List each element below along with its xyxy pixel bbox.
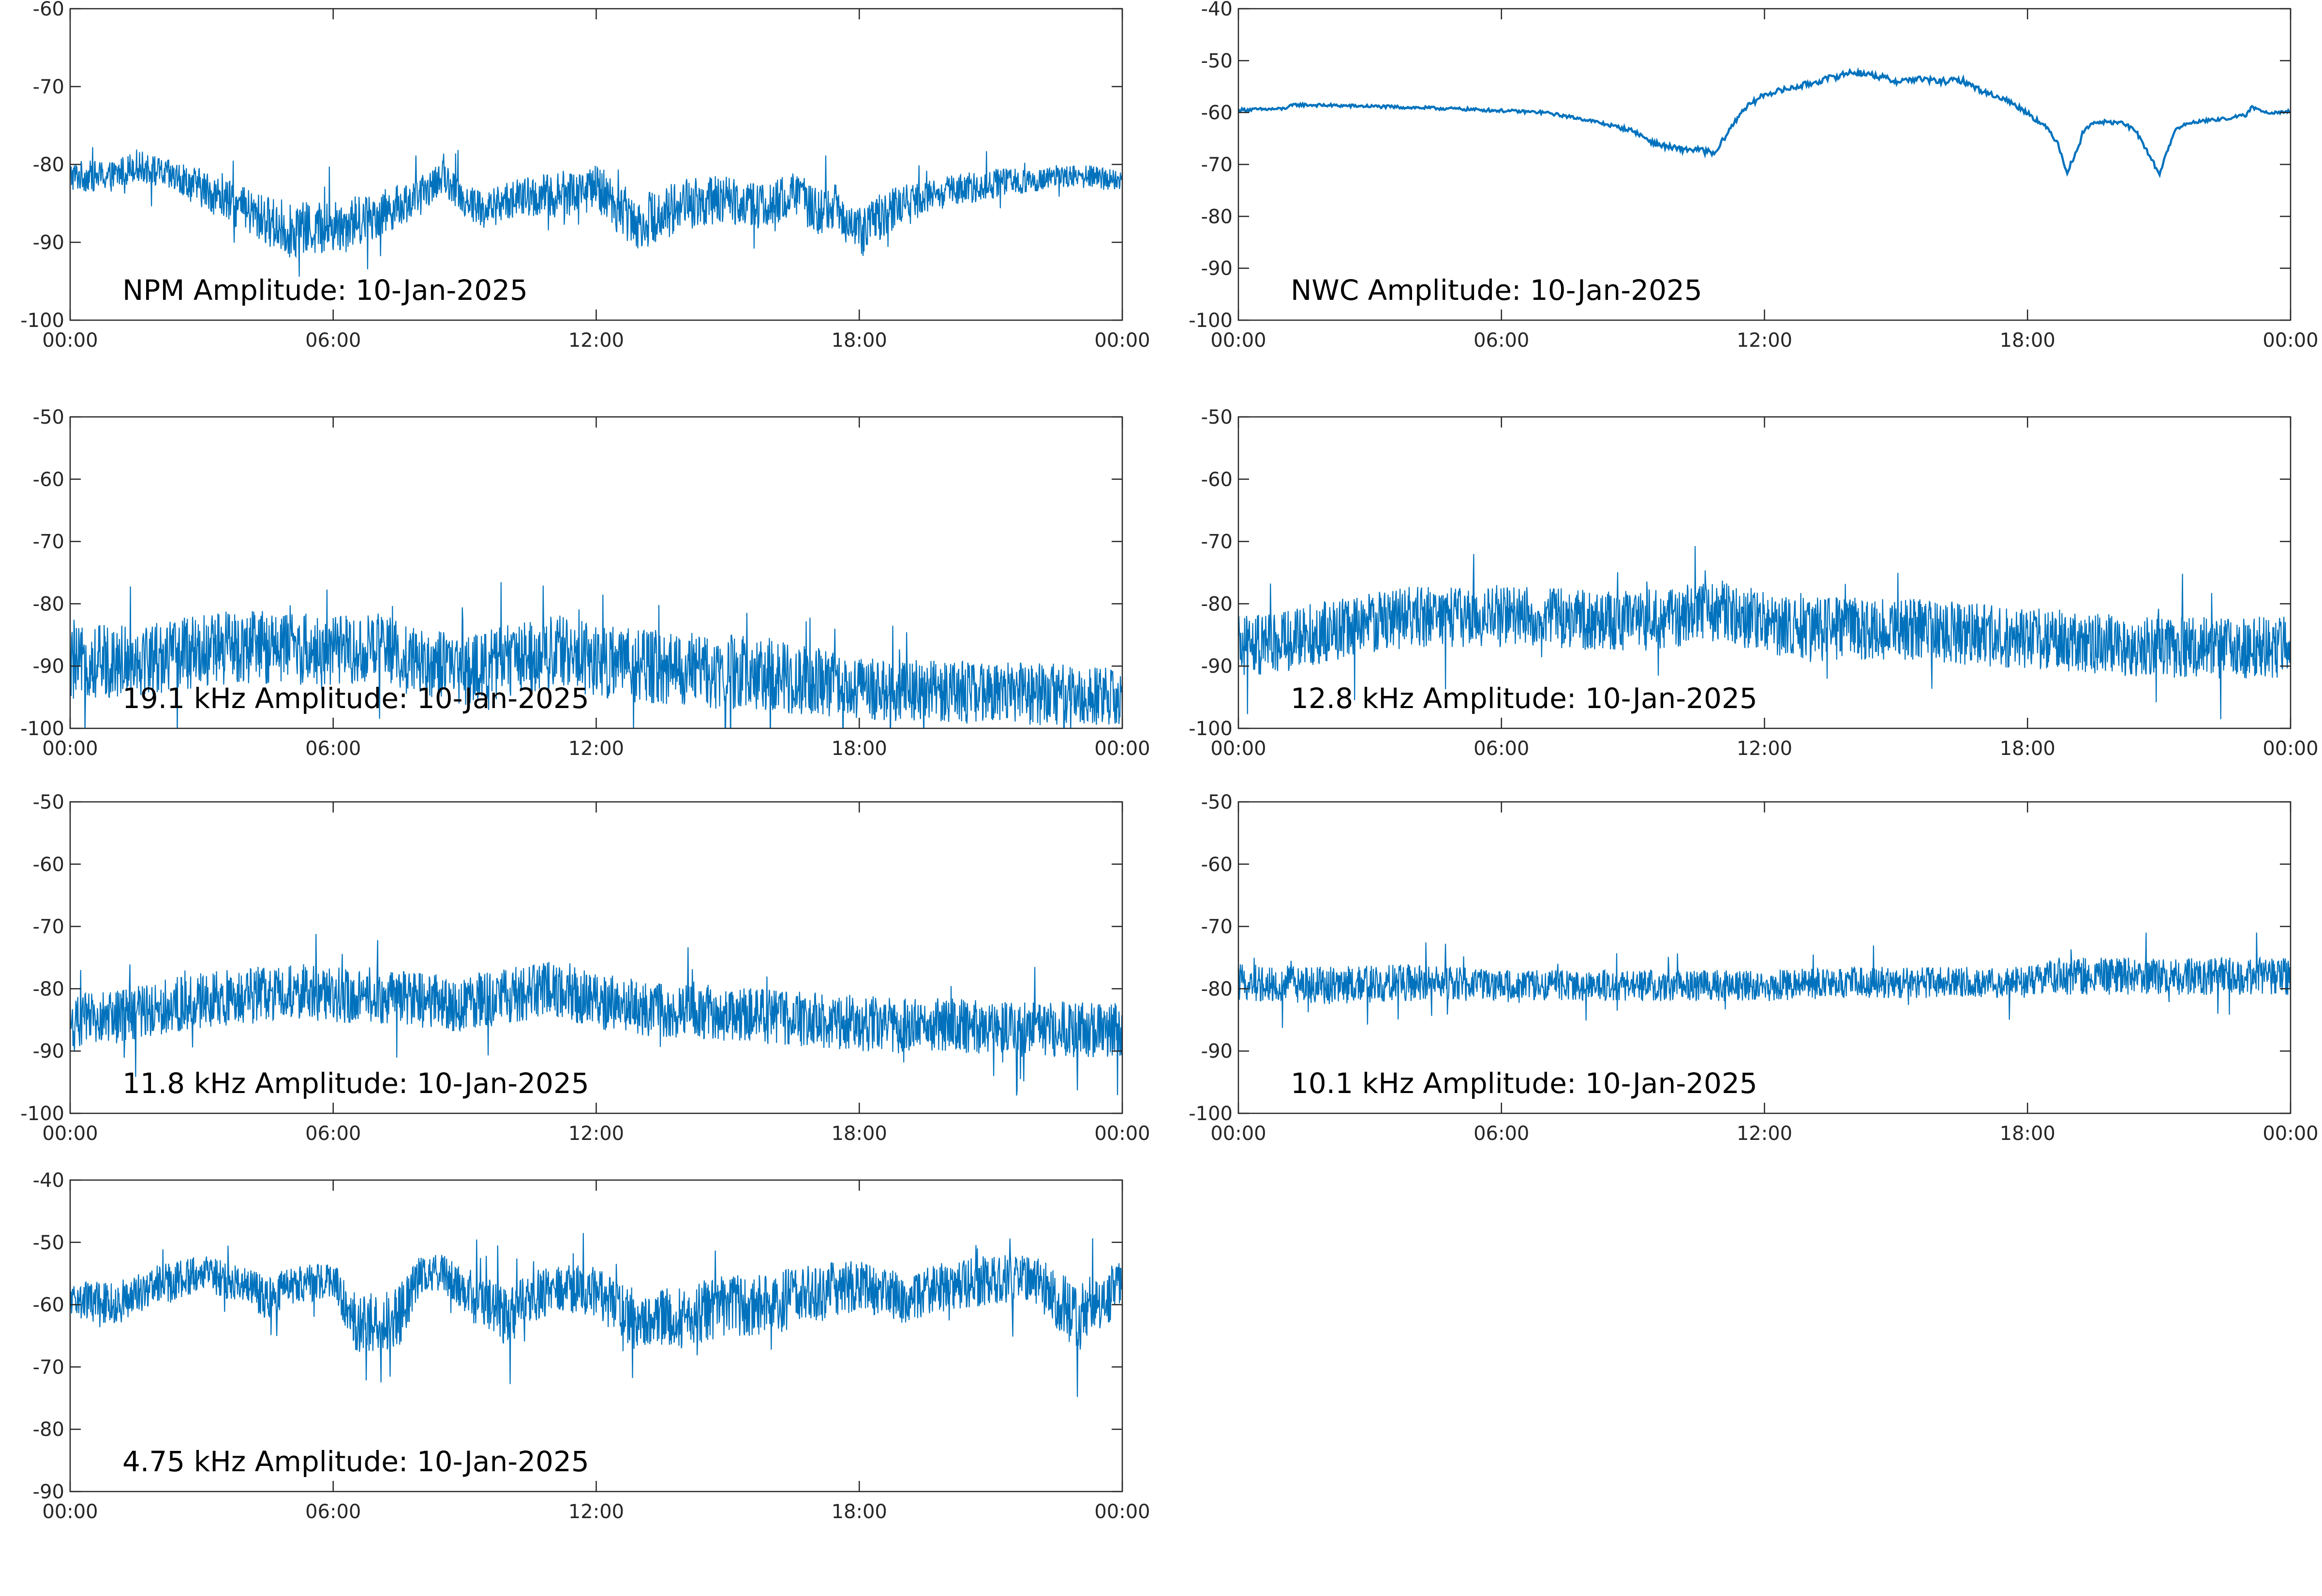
y-tick-label: -100 [20, 310, 64, 332]
x-tick-label: 18:00 [2000, 329, 2055, 352]
x-tick-label: 06:00 [1474, 738, 1529, 760]
y-tick-label: -80 [33, 1419, 64, 1441]
series-line [1238, 932, 2291, 1028]
y-tick-label: -50 [33, 791, 64, 813]
y-tick-label: -50 [1201, 50, 1233, 72]
chart-title: NPM Amplitude: 10-Jan-2025 [122, 274, 528, 307]
x-tick-label: 00:00 [1210, 329, 1266, 352]
x-tick-label: 18:00 [832, 1501, 887, 1523]
y-tick-label: -100 [1189, 1103, 1233, 1125]
x-tick-label: 00:00 [2262, 738, 2318, 760]
chart-title: 4.75 kHz Amplitude: 10-Jan-2025 [122, 1445, 589, 1478]
y-tick-label: -80 [1201, 593, 1233, 615]
x-tick-label: 18:00 [832, 738, 887, 760]
x-tick-label: 06:00 [1474, 1123, 1529, 1145]
series-line [70, 1233, 1122, 1397]
x-tick-label: 12:00 [568, 1123, 624, 1145]
y-tick-label: -60 [33, 469, 64, 491]
y-tick-label: -40 [33, 1169, 64, 1192]
x-tick-label: 00:00 [1094, 1501, 1150, 1523]
x-tick-label: 06:00 [305, 1123, 361, 1145]
y-tick-label: -100 [20, 1103, 64, 1125]
chart-title: 11.8 kHz Amplitude: 10-Jan-2025 [122, 1067, 589, 1100]
x-tick-label: 18:00 [832, 329, 887, 352]
x-tick-label: 12:00 [1737, 1123, 1792, 1145]
x-tick-label: 18:00 [2000, 738, 2055, 760]
y-tick-label: -80 [33, 593, 64, 615]
x-tick-label: 06:00 [305, 738, 361, 760]
chart-title: 10.1 kHz Amplitude: 10-Jan-2025 [1291, 1067, 1757, 1100]
chart-title: NWC Amplitude: 10-Jan-2025 [1291, 274, 1702, 307]
series-line [70, 934, 1122, 1096]
y-tick-label: -60 [1201, 854, 1233, 876]
y-tick-label: -60 [33, 1294, 64, 1316]
series-line [70, 147, 1122, 277]
y-tick-label: -70 [1201, 916, 1233, 938]
y-tick-label: -70 [33, 1356, 64, 1378]
y-tick-label: -100 [1189, 718, 1233, 740]
x-tick-label: 00:00 [1210, 1123, 1266, 1145]
x-tick-label: 18:00 [832, 1123, 887, 1145]
y-tick-label: -50 [1201, 791, 1233, 813]
x-tick-label: 12:00 [568, 1501, 624, 1523]
y-tick-label: -40 [1201, 0, 1233, 20]
x-tick-label: 00:00 [1094, 738, 1150, 760]
x-tick-label: 06:00 [305, 329, 361, 352]
y-tick-label: -50 [33, 406, 64, 429]
x-tick-label: 00:00 [2262, 1123, 2318, 1145]
x-tick-label: 00:00 [2262, 329, 2318, 352]
y-tick-label: -80 [1201, 978, 1233, 1000]
y-tick-label: -90 [33, 1040, 64, 1063]
series-line [1238, 67, 2291, 178]
x-tick-label: 06:00 [1474, 329, 1529, 352]
x-tick-label: 00:00 [42, 329, 98, 352]
y-tick-label: -90 [33, 655, 64, 678]
y-tick-label: -50 [33, 1232, 64, 1254]
x-tick-label: 00:00 [42, 1501, 98, 1523]
series-line [70, 582, 1122, 728]
x-tick-label: 12:00 [1737, 329, 1792, 352]
y-tick-label: -50 [1201, 406, 1233, 429]
x-tick-label: 00:00 [1094, 329, 1150, 352]
y-tick-label: -90 [1201, 1040, 1233, 1063]
x-tick-label: 12:00 [568, 738, 624, 760]
y-tick-label: -70 [33, 76, 64, 98]
y-tick-label: -70 [33, 531, 64, 553]
y-tick-label: -90 [33, 1481, 64, 1503]
chart-title: 12.8 kHz Amplitude: 10-Jan-2025 [1291, 682, 1757, 715]
y-tick-label: -60 [1201, 469, 1233, 491]
y-tick-label: -70 [1201, 531, 1233, 553]
y-tick-label: -80 [1201, 206, 1233, 228]
chart-title: 19.1 kHz Amplitude: 10-Jan-2025 [122, 682, 589, 715]
y-tick-label: -90 [1201, 655, 1233, 678]
x-tick-label: 00:00 [42, 738, 98, 760]
y-tick-label: -70 [33, 916, 64, 938]
y-tick-label: -60 [33, 0, 64, 20]
x-tick-label: 06:00 [305, 1501, 361, 1523]
y-tick-label: -80 [33, 154, 64, 176]
y-tick-label: -100 [1189, 310, 1233, 332]
y-tick-label: -100 [20, 718, 64, 740]
y-tick-label: -90 [1201, 258, 1233, 280]
x-tick-label: 12:00 [568, 329, 624, 352]
y-tick-label: -80 [33, 978, 64, 1000]
x-tick-label: 00:00 [1094, 1123, 1150, 1145]
y-tick-label: -60 [1201, 102, 1233, 124]
x-tick-label: 00:00 [42, 1123, 98, 1145]
x-tick-label: 12:00 [1737, 738, 1792, 760]
x-tick-label: 00:00 [1210, 738, 1266, 760]
y-tick-label: -70 [1201, 154, 1233, 176]
x-tick-label: 18:00 [2000, 1123, 2055, 1145]
y-tick-label: -90 [33, 232, 64, 254]
series-line [1238, 546, 2291, 720]
y-tick-label: -60 [33, 854, 64, 876]
